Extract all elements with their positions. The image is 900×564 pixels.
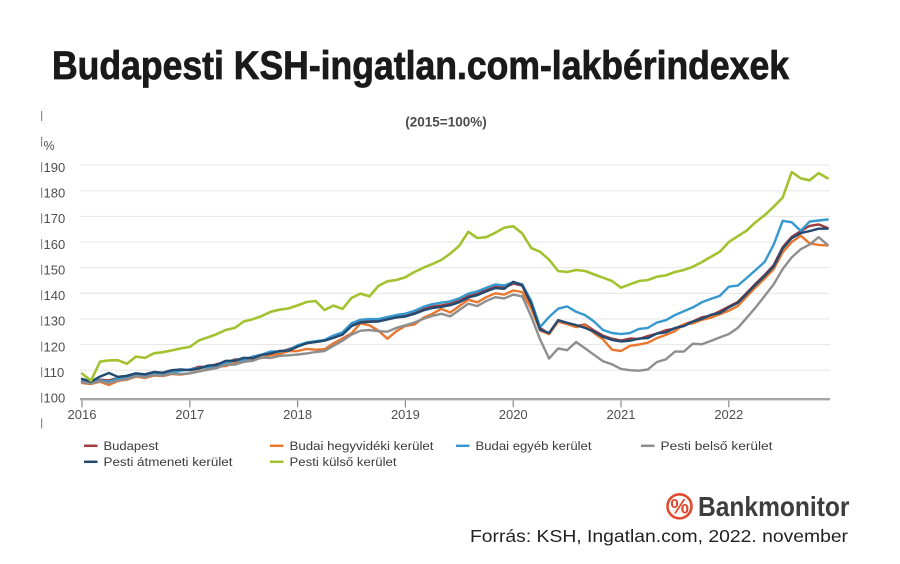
svg-text:2022: 2022	[714, 407, 743, 422]
svg-text:2020: 2020	[499, 407, 528, 422]
svg-text:Pesti külső kerület: Pesti külső kerület	[290, 455, 398, 469]
svg-text:2017: 2017	[175, 407, 204, 422]
svg-text:Pesti átmeneti kerület: Pesti átmeneti kerület	[104, 455, 234, 469]
svg-text:130: 130	[44, 314, 66, 329]
svg-text:(2015=100%): (2015=100%)	[405, 115, 486, 130]
svg-text:Budai hegyvidéki kerület: Budai hegyvidéki kerület	[290, 439, 435, 453]
svg-text:180: 180	[44, 186, 66, 201]
svg-text:170: 170	[44, 211, 66, 226]
svg-text:150: 150	[44, 263, 66, 278]
svg-text:110: 110	[44, 365, 65, 380]
svg-text:Budapest: Budapest	[104, 439, 160, 453]
svg-text:Forrás: KSH, Ingatlan.com, 202: Forrás: KSH, Ingatlan.com, 2022. novembe…	[470, 526, 848, 546]
svg-text:120: 120	[44, 339, 66, 354]
svg-text:Pesti belső kerület: Pesti belső kerület	[661, 439, 774, 453]
svg-text:%: %	[670, 496, 689, 519]
svg-text:190: 190	[44, 160, 66, 175]
svg-text:160: 160	[44, 237, 66, 252]
svg-text:Budai egyéb kerület: Budai egyéb kerület	[476, 439, 593, 453]
svg-text:140: 140	[44, 288, 66, 303]
svg-text:Bankmonitor: Bankmonitor	[698, 490, 850, 522]
svg-text:Budapesti KSH-ingatlan.com-lak: Budapesti KSH-ingatlan.com-lakbérindexek	[52, 44, 790, 88]
svg-text:%: %	[44, 139, 55, 153]
svg-text:2018: 2018	[283, 407, 312, 422]
svg-text:2016: 2016	[68, 407, 97, 422]
svg-text:2021: 2021	[607, 407, 636, 422]
svg-text:2019: 2019	[391, 407, 420, 422]
svg-text:100: 100	[44, 391, 66, 406]
